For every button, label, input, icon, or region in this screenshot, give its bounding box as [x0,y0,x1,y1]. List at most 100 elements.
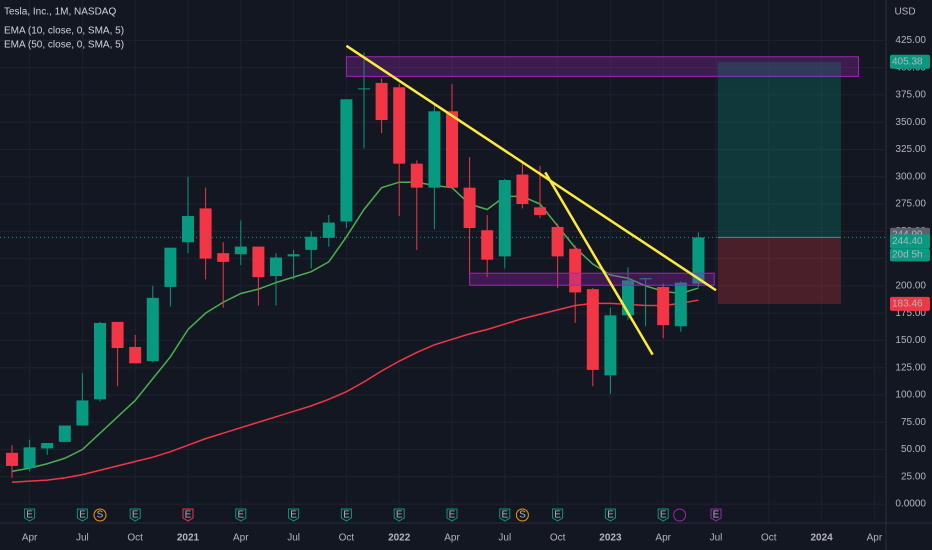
candle-body [234,246,247,255]
candle-body [692,237,705,284]
event-label: E [132,510,139,521]
event-icon [340,508,352,522]
candle-body [58,425,71,442]
candle-body [6,452,18,466]
candle-body [94,322,106,400]
event-icon [235,508,247,522]
candle-body [252,246,265,278]
zone [469,272,715,286]
indicator-line [11,181,699,473]
candle-body [182,216,194,243]
event-icon [129,508,141,522]
price-label-bg [890,296,930,311]
stop-zone [717,237,841,304]
candle-body [76,400,89,426]
y-tick-label: 350.00 [895,117,926,128]
x-tick-label: Apr [444,533,460,544]
y-tick-label: 150.00 [895,335,926,346]
candle-body [569,248,582,293]
event-icon [93,508,107,522]
x-tick-label: 2021 [177,533,200,544]
candle-body [446,111,458,188]
target-zone [717,61,841,238]
indicator-line [11,299,699,484]
x-tick-label: Jul [287,533,300,544]
price-label-bg [890,54,930,69]
price-label-bg [890,234,930,249]
trendline [544,171,654,356]
y-tick-label: 175.00 [895,308,926,319]
y-tick-label: 200.00 [895,281,926,292]
x-tick-label: Oct [127,533,143,544]
candle-body [428,111,441,188]
candle-body [551,226,564,257]
y-tick-label: 425.00 [895,35,926,46]
trendline [345,44,717,292]
event-icon [604,508,616,522]
candle-body [586,289,599,370]
y-tick-label: 300.00 [895,171,926,182]
event-label: E [290,510,297,521]
currency: USD [894,7,915,18]
event-label: E [343,510,350,521]
event-label: E [396,510,403,521]
chart-title: Tesla, Inc., 1M, NASDAQ [4,7,116,18]
candle-body [516,174,529,205]
indicator-legend: EMA (10, close, 0, SMA, 5) [4,26,124,37]
x-tick-label: Apr [233,533,249,544]
event-icon [552,508,564,522]
x-tick-label: Apr [867,533,883,544]
event-label: E [554,510,561,521]
candle-body [410,163,423,188]
event-icon [288,508,300,522]
y-tick-label: 0.0000 [895,499,926,510]
candle-body [305,236,318,250]
price-label: 405.38 [892,56,923,67]
y-tick-label: 75.00 [901,417,926,428]
candle-body [322,222,335,238]
candle-body [393,87,406,164]
candle-body [534,207,546,215]
candle-body [674,282,687,327]
candle-body [657,286,670,326]
price-label: 244.40 [892,236,923,247]
event-icon [446,508,458,522]
y-tick-label: 375.00 [895,90,926,101]
event-label: S [519,510,526,521]
x-tick-label: Oct [339,533,355,544]
y-tick-label: 275.00 [895,199,926,210]
candle-body [41,442,54,449]
candle-body [604,315,617,376]
candle-body [111,321,124,349]
y-tick-label: 100.00 [895,390,926,401]
event-icon [515,508,529,522]
event-label: E [713,510,720,521]
x-tick-label: Oct [550,533,566,544]
candle-body [340,99,353,222]
event-label: E [185,510,192,521]
candle-body [164,247,177,287]
event-label: E [501,510,508,521]
event-label: E [237,510,244,521]
candle-body [287,254,300,257]
x-tick-label: Oct [761,533,777,544]
event-icon [657,508,669,522]
overlay [0,44,886,356]
axis: USD 0.0000 25.00 50.00 75.00 100.00 125.00 150… [22,7,930,544]
candle-body [375,82,388,121]
candle-body [217,253,230,262]
zone [345,56,860,77]
event-label: E [26,510,33,521]
event-label: E [449,510,456,521]
x-tick-label: Apr [22,533,38,544]
x-tick-label: 2022 [388,533,411,544]
countdown: 20d 5h [892,250,923,261]
y-tick-label: 25.00 [901,471,926,482]
event-icon [393,508,405,522]
x-tick-label: Jul [710,533,723,544]
candle-body [463,187,476,229]
candle-body [498,180,511,257]
x-tick-label: 2023 [599,533,622,544]
